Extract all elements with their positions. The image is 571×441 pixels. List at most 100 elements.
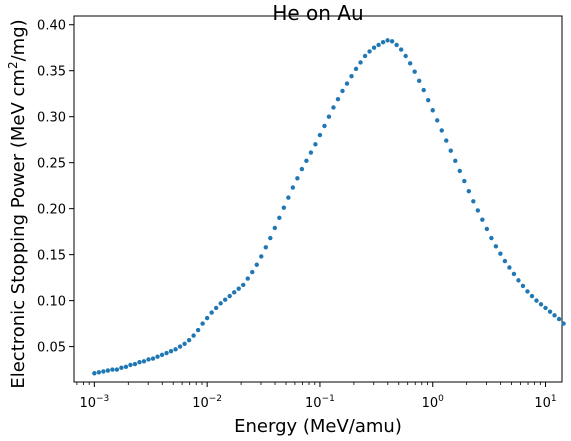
data-point — [128, 362, 133, 368]
plot-area — [73, 15, 563, 383]
data-point — [263, 245, 268, 250]
data-point — [435, 118, 440, 123]
data-point — [241, 282, 246, 288]
data-point — [114, 367, 120, 372]
data-point — [471, 199, 476, 204]
data-point — [498, 251, 503, 256]
data-point — [277, 215, 282, 221]
data-point — [123, 364, 129, 370]
data-point — [457, 168, 462, 174]
data-point — [213, 305, 219, 311]
data-point — [516, 278, 521, 283]
data-point — [534, 298, 539, 303]
y-tick-label: 0.35 — [37, 65, 66, 80]
data-point — [222, 297, 228, 302]
data-point — [398, 47, 404, 52]
data-point — [119, 365, 124, 370]
data-point — [416, 78, 422, 84]
data-point — [281, 205, 287, 210]
data-point — [543, 305, 548, 311]
data-point — [101, 369, 106, 374]
data-point — [272, 225, 278, 231]
y-axis-label-superscript: 2 — [6, 61, 20, 69]
y-tick-label: 0.20 — [37, 203, 66, 218]
data-point — [453, 158, 458, 164]
data-point — [493, 244, 499, 249]
y-tick-label: 0.40 — [37, 19, 66, 34]
data-point — [168, 348, 174, 354]
data-point — [475, 208, 481, 213]
data-point — [448, 148, 453, 153]
data-point — [538, 302, 544, 307]
data-point — [326, 114, 332, 119]
y-tick-label: 0.10 — [37, 295, 66, 310]
data-point — [335, 97, 341, 102]
data-point — [254, 262, 259, 267]
data-point — [313, 142, 318, 147]
data-point — [552, 313, 557, 318]
data-point — [529, 293, 535, 299]
y-axis-label-main: Electronic Stopping Power (MeV cm — [8, 69, 29, 389]
data-point — [304, 158, 309, 164]
data-point — [259, 254, 264, 259]
data-point — [407, 61, 413, 66]
data-point — [525, 289, 530, 294]
data-point — [132, 361, 138, 367]
data-point — [299, 166, 305, 172]
data-point — [426, 97, 431, 103]
data-point — [236, 286, 241, 291]
data-point — [511, 271, 517, 277]
data-point — [110, 367, 115, 372]
y-tick-label: 0.05 — [37, 341, 66, 356]
data-point — [141, 359, 147, 364]
x-tick-label: 10−2 — [192, 394, 222, 411]
data-point — [232, 290, 237, 295]
data-point — [200, 321, 205, 326]
data-point — [380, 40, 386, 45]
data-point — [358, 60, 363, 65]
data-point — [462, 178, 467, 184]
y-tick-label: 0.30 — [37, 111, 66, 126]
data-point — [421, 87, 426, 93]
data-point — [177, 344, 183, 349]
data-point — [353, 66, 359, 72]
data-point — [439, 128, 444, 133]
data-series — [92, 38, 566, 376]
data-point — [561, 321, 566, 326]
axes: 10−3 10−2 10−1 100 101 0.05 0.10 0.15 0.20 0.25 0.… — [37, 19, 557, 411]
data-point — [403, 53, 408, 59]
data-point — [173, 347, 178, 352]
data-point — [155, 354, 160, 359]
data-point — [164, 350, 169, 356]
data-point — [218, 301, 223, 306]
y-tick-label: 0.25 — [37, 157, 66, 172]
data-point — [430, 108, 435, 113]
data-point — [466, 188, 472, 194]
data-point — [371, 45, 377, 50]
data-point — [412, 69, 417, 74]
data-point — [268, 235, 273, 241]
data-point — [286, 195, 291, 200]
data-point — [105, 368, 111, 373]
data-point — [317, 132, 323, 138]
data-point — [195, 327, 201, 333]
data-point — [484, 226, 490, 232]
data-point — [556, 316, 562, 322]
data-point — [520, 283, 526, 289]
data-point — [394, 42, 399, 48]
data-point — [290, 185, 296, 190]
y-axis-label: Electronic Stopping Power (MeV cm2/mg) — [6, 19, 29, 388]
x-tick-label: 100 — [422, 394, 445, 411]
data-point — [507, 265, 512, 270]
x-tick-label: 10−1 — [305, 394, 335, 411]
data-point — [191, 333, 196, 338]
data-point — [204, 315, 210, 321]
data-point — [502, 258, 508, 264]
data-point — [547, 309, 553, 314]
data-point — [209, 310, 214, 315]
data-point — [159, 352, 165, 358]
data-point — [376, 42, 381, 48]
data-point — [322, 123, 327, 129]
data-point — [92, 371, 97, 376]
